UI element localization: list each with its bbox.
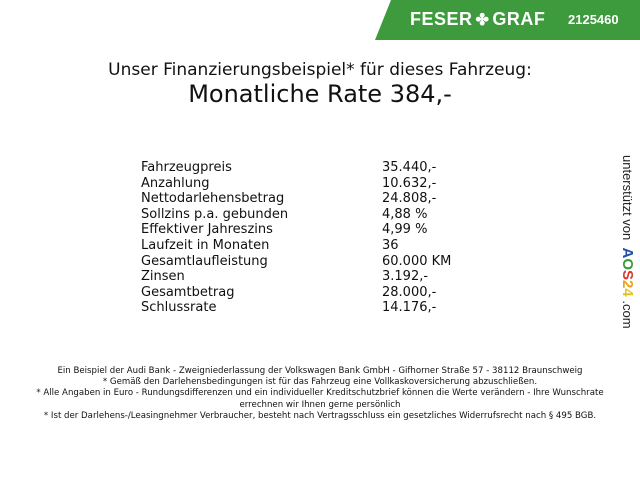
table-row: Laufzeit in Monaten 36 bbox=[141, 238, 461, 254]
footer-line: * Alle Angaben in Euro - Rundungsdiffere… bbox=[36, 388, 604, 410]
monthly-rate: Monatliche Rate 384,- bbox=[188, 80, 452, 108]
brand-banner bbox=[375, 0, 640, 40]
table-row: Schlussrate 14.176,- bbox=[141, 300, 461, 316]
finance-table: Fahrzeugpreis 35.440,- Anzahlung 10.632,- … bbox=[141, 160, 461, 316]
clover-icon: ✤ bbox=[475, 12, 490, 29]
row-label: Nettodarlehensbetrag bbox=[141, 191, 285, 207]
table-row: Gesamtbetrag 28.000,- bbox=[141, 285, 461, 301]
row-label: Laufzeit in Monaten bbox=[141, 237, 270, 253]
table-row: Fahrzeugpreis 35.440,- bbox=[141, 160, 461, 176]
row-value: 28.000,- bbox=[382, 284, 437, 300]
supported-by-text: unterstützt von bbox=[620, 155, 635, 241]
footer-line: * Gemäß den Darlehensbedingungen ist für… bbox=[102, 377, 538, 388]
row-label: Gesamtlaufleistung bbox=[141, 253, 268, 269]
row-value: 24.808,- bbox=[382, 191, 437, 207]
table-row: Sollzins p.a. gebunden 4,88 % bbox=[141, 207, 461, 223]
logo-letter: 4 bbox=[619, 288, 636, 297]
row-label: Fahrzeugpreis bbox=[141, 160, 232, 175]
row-value: 10.632,- bbox=[382, 175, 437, 191]
row-value: 36 bbox=[382, 237, 399, 253]
table-row: Nettodarlehensbetrag 24.808,- bbox=[141, 191, 461, 207]
row-value: 14.176,- bbox=[382, 300, 437, 316]
supported-by: unterstützt von AOS24 .com bbox=[619, 155, 636, 329]
row-value: 4,88 % bbox=[382, 206, 428, 222]
row-label: Gesamtbetrag bbox=[141, 284, 235, 300]
row-label: Anzahlung bbox=[141, 175, 210, 191]
table-row: Anzahlung 10.632,- bbox=[141, 176, 461, 192]
table-row: Effektiver Jahreszins 4,99 % bbox=[141, 222, 461, 238]
footer-notes: Ein Beispiel der Audi Bank - Zweignieder… bbox=[30, 366, 610, 422]
row-label: Effektiver Jahreszins bbox=[141, 222, 273, 238]
row-label: Zinsen bbox=[141, 269, 185, 285]
aos24-logo: AOS24 bbox=[619, 248, 636, 297]
table-row: Gesamtlaufleistung 60.000 KM bbox=[141, 254, 461, 270]
supported-by-suffix: .com bbox=[620, 300, 635, 329]
logo-letter: O bbox=[619, 258, 636, 271]
brand-right: GRAF bbox=[492, 9, 546, 29]
row-label: Sollzins p.a. gebunden bbox=[141, 206, 289, 222]
row-value: 35.440,- bbox=[382, 160, 437, 175]
row-label: Schlussrate bbox=[141, 300, 217, 316]
footer-line: Ein Beispiel der Audi Bank - Zweignieder… bbox=[57, 366, 583, 376]
row-value: 60.000 KM bbox=[382, 253, 452, 269]
row-value: 4,99 % bbox=[382, 222, 428, 238]
logo-letter: A bbox=[619, 247, 636, 259]
vehicle-code: 2125460 bbox=[568, 12, 619, 27]
page-title: Unser Finanzierungsbeispiel* für dieses … bbox=[108, 60, 532, 80]
brand-logo: FESER ✤ GRAF bbox=[410, 9, 545, 30]
brand-left: FESER bbox=[410, 9, 473, 29]
table-row: Zinsen 3.192,- bbox=[141, 269, 461, 285]
footer-line: * Ist der Darlehens-/Leasingnehmer Verbr… bbox=[43, 410, 597, 421]
row-value: 3.192,- bbox=[382, 269, 429, 285]
logo-letter: S bbox=[619, 270, 636, 281]
